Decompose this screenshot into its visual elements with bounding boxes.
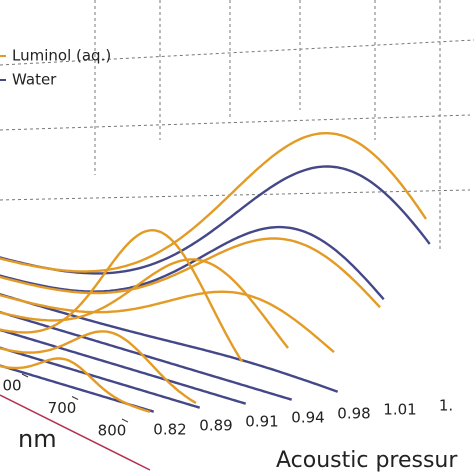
spectrum (0, 228, 244, 363)
category-label: 0.94 (291, 409, 324, 427)
x-tick-label: 800 (98, 422, 127, 440)
category-label: 1. (439, 397, 453, 415)
category-label: 0.89 (199, 417, 232, 435)
category-label: 0.91 (245, 413, 278, 431)
spectrum (0, 237, 381, 309)
z-axis-label: Acoustic pressur (276, 448, 458, 473)
spectrum (0, 165, 431, 275)
spectrum (0, 132, 427, 273)
spectrum (0, 310, 293, 401)
x-tick (71, 396, 79, 400)
spectrum (0, 293, 339, 393)
spectrum (0, 346, 201, 409)
spectrum (0, 290, 335, 354)
category-label: 0.82 (153, 421, 186, 439)
x-tick-label: 00 (2, 377, 21, 395)
x-tick-label: 700 (48, 399, 77, 417)
x-tick (121, 418, 129, 423)
legend-label: Water (12, 71, 57, 89)
legend-label: Luminol (aq.) (12, 47, 111, 65)
spectrum (0, 258, 289, 349)
spectrum (0, 357, 151, 414)
x-tick (21, 373, 29, 378)
spectrum (0, 225, 385, 301)
category-label: 0.98 (337, 405, 370, 423)
spectrum (0, 364, 155, 413)
spectrum (0, 330, 197, 405)
x-axis-label: nm (18, 425, 57, 453)
category-label: 1.01 (383, 401, 416, 419)
